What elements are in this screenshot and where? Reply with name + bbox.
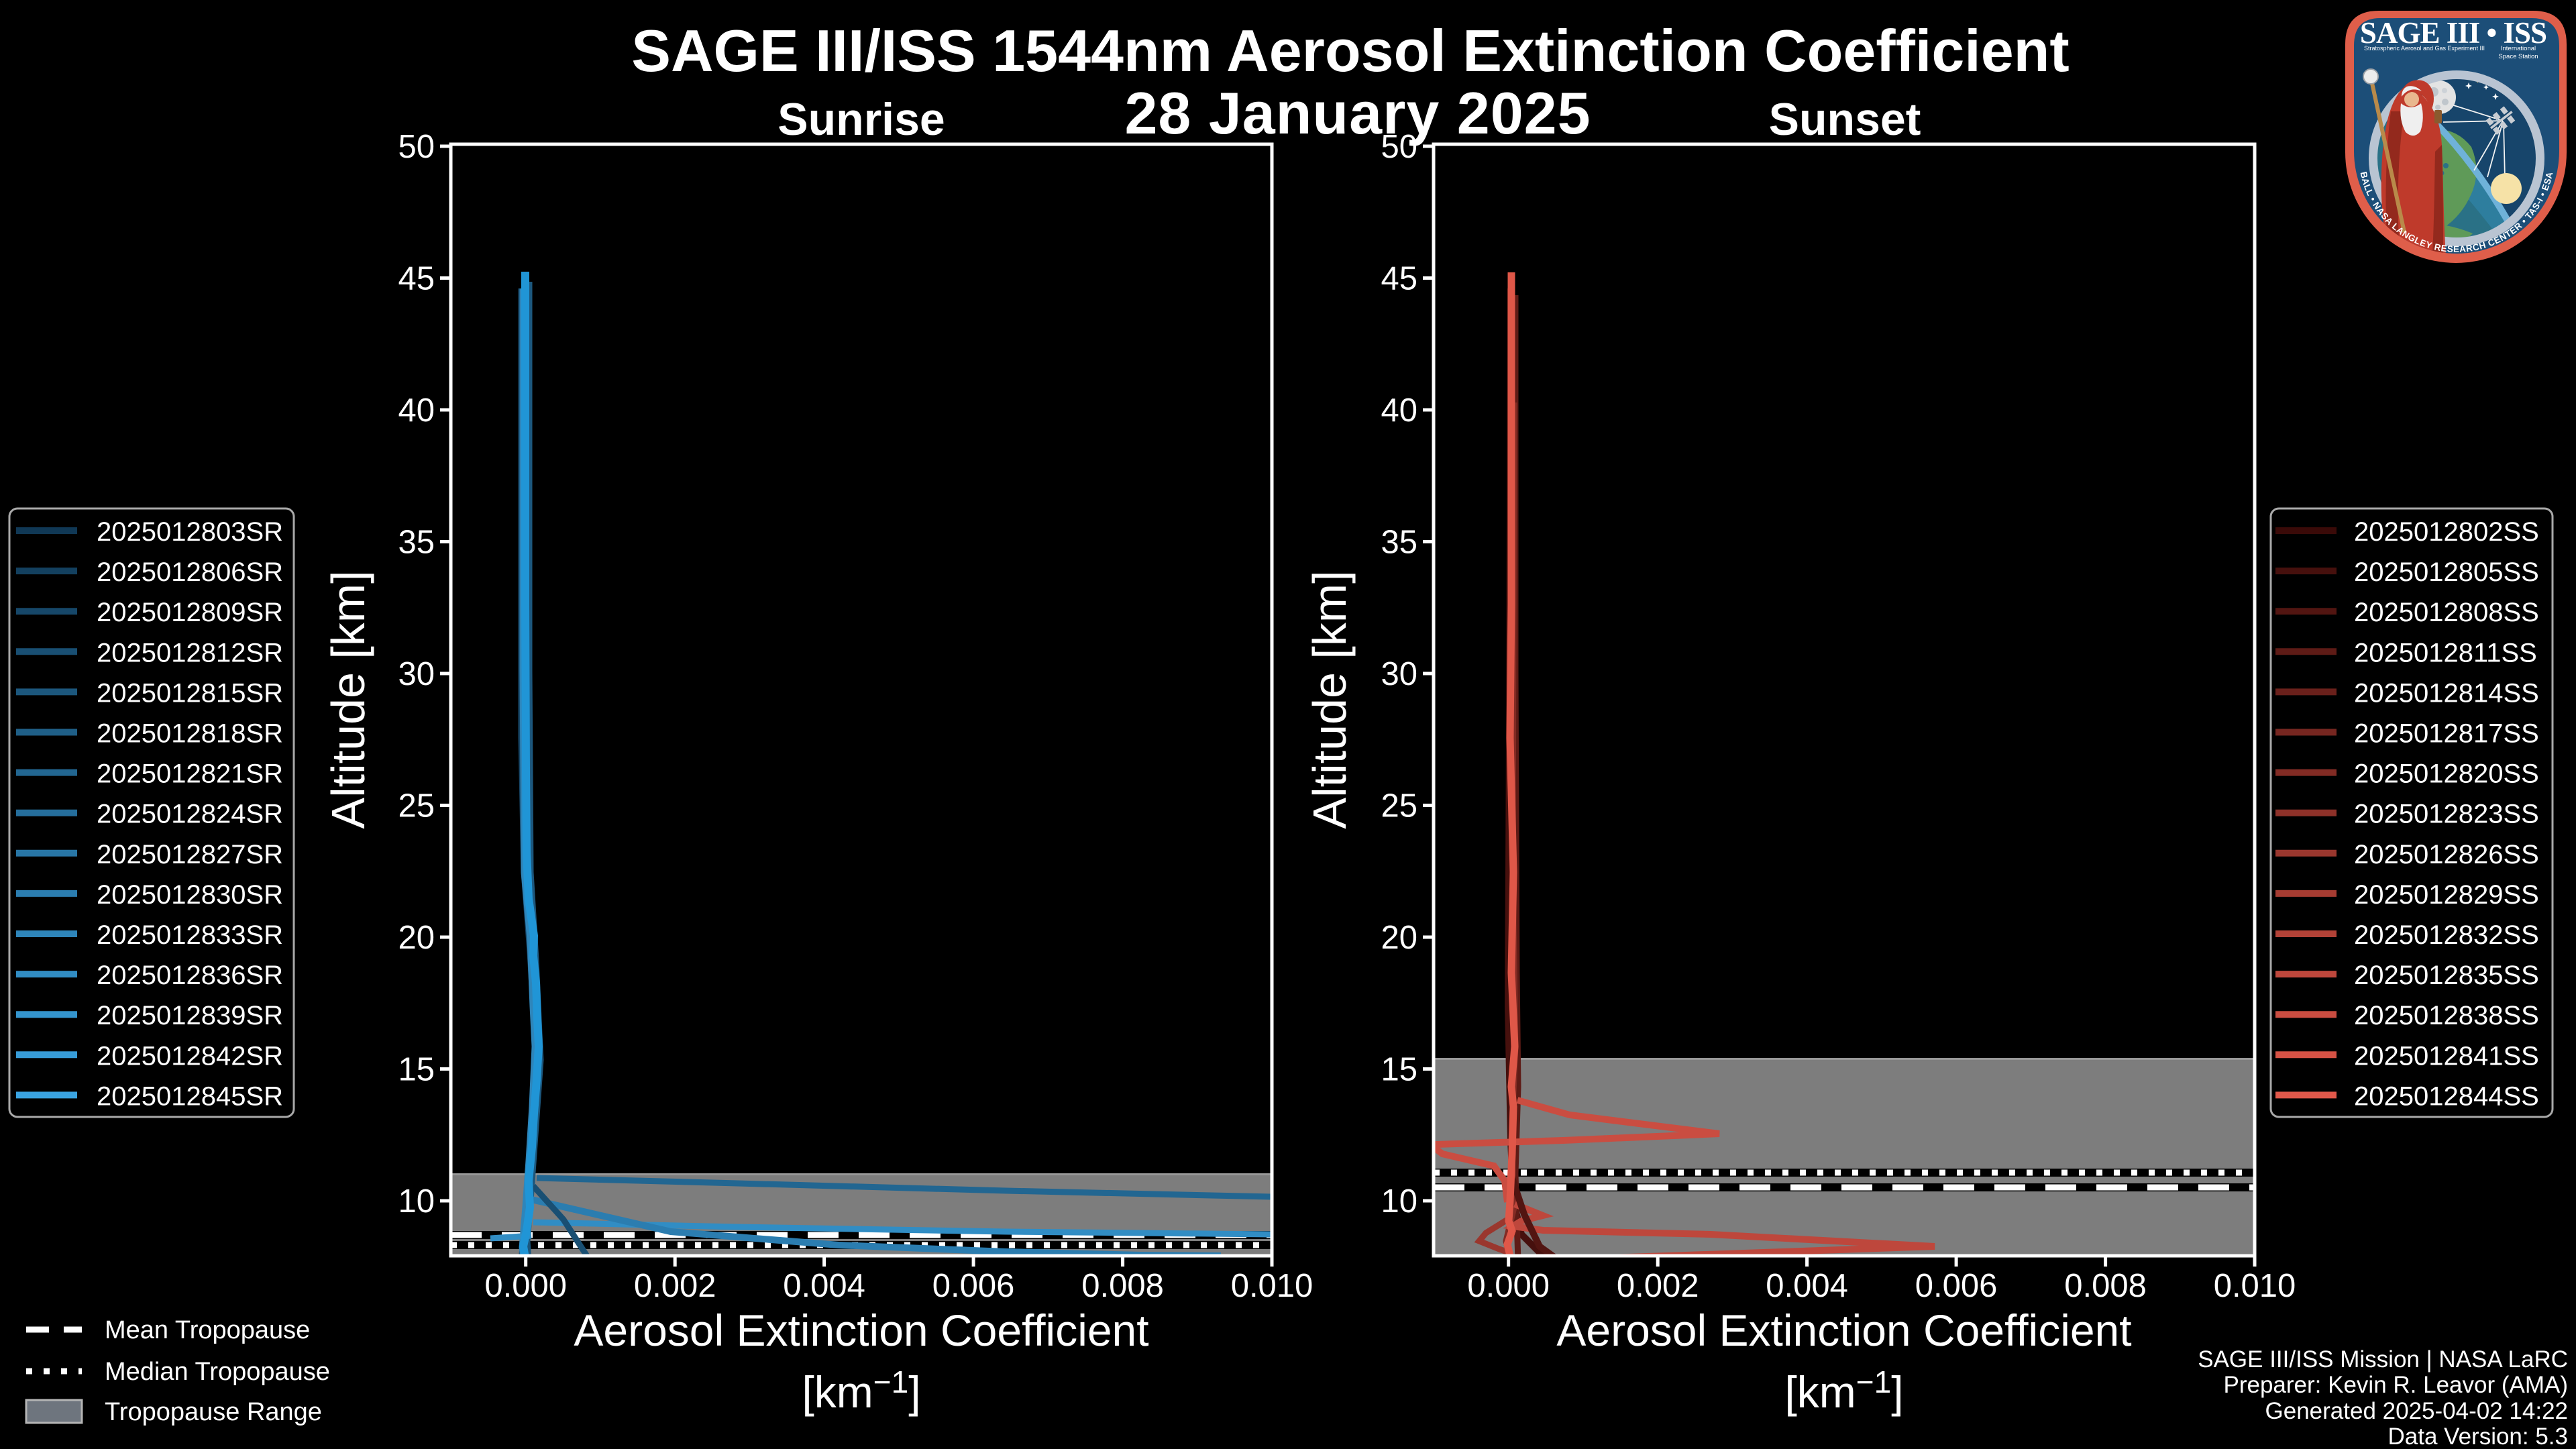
svg-text:20: 20 xyxy=(398,920,435,956)
svg-text:Stratospheric Aerosol and Gas: Stratospheric Aerosol and Gas Experiment… xyxy=(2364,45,2485,52)
svg-text:Mean Tropopause: Mean Tropopause xyxy=(105,1316,310,1344)
svg-text:10: 10 xyxy=(398,1183,435,1220)
svg-text:SAGE III/ISS 1544nm Aerosol Ex: SAGE III/ISS 1544nm Aerosol Extinction C… xyxy=(631,17,2069,84)
svg-text:2025012826SS: 2025012826SS xyxy=(2354,840,2539,869)
svg-text:10: 10 xyxy=(1381,1183,1417,1220)
svg-text:Altitude [km]: Altitude [km] xyxy=(322,570,374,828)
svg-text:2025012833SR: 2025012833SR xyxy=(97,920,283,950)
svg-text:2025012835SS: 2025012835SS xyxy=(2354,961,2539,990)
svg-text:30: 30 xyxy=(1381,656,1417,692)
svg-text:0.002: 0.002 xyxy=(634,1268,716,1304)
svg-text:2025012827SR: 2025012827SR xyxy=(97,840,283,869)
svg-text:2025012808SS: 2025012808SS xyxy=(2354,598,2539,627)
svg-text:0.010: 0.010 xyxy=(1231,1268,1313,1304)
svg-text:2025012845SR: 2025012845SR xyxy=(97,1081,283,1111)
svg-text:40: 40 xyxy=(1381,392,1417,429)
svg-text:2025012809SR: 2025012809SR xyxy=(97,598,283,627)
svg-text:0.004: 0.004 xyxy=(783,1268,865,1304)
svg-text:50: 50 xyxy=(398,129,435,165)
svg-text:Sunset: Sunset xyxy=(1769,94,1921,145)
svg-text:0.004: 0.004 xyxy=(1766,1268,1848,1304)
svg-text:35: 35 xyxy=(398,525,435,561)
svg-text:2025012806SR: 2025012806SR xyxy=(97,557,283,587)
svg-text:2025012812SR: 2025012812SR xyxy=(97,638,283,667)
svg-text:2025012821SR: 2025012821SR xyxy=(97,759,283,789)
svg-text:0.006: 0.006 xyxy=(1915,1268,1998,1304)
svg-text:Sunrise: Sunrise xyxy=(777,94,945,145)
svg-text:Space Station: Space Station xyxy=(2498,53,2538,60)
svg-text:2025012841SS: 2025012841SS xyxy=(2354,1041,2539,1071)
svg-text:30: 30 xyxy=(398,656,435,692)
svg-text:2025012839SR: 2025012839SR xyxy=(97,1001,283,1030)
svg-text:Altitude [km]: Altitude [km] xyxy=(1303,570,1356,828)
svg-text:2025012823SS: 2025012823SS xyxy=(2354,800,2539,829)
svg-text:2025012811SS: 2025012811SS xyxy=(2354,638,2537,667)
svg-text:15: 15 xyxy=(398,1052,435,1088)
svg-text:[km−1]: [km−1] xyxy=(1784,1364,1903,1417)
svg-text:2025012817SS: 2025012817SS xyxy=(2354,719,2539,749)
svg-text:2025012832SS: 2025012832SS xyxy=(2354,920,2539,950)
svg-text:2025012829SS: 2025012829SS xyxy=(2354,880,2539,910)
svg-text:Data Version: 5.3: Data Version: 5.3 xyxy=(2388,1424,2569,1449)
svg-text:2025012842SR: 2025012842SR xyxy=(97,1041,283,1071)
svg-text:2025012820SS: 2025012820SS xyxy=(2354,759,2539,789)
svg-text:0.008: 0.008 xyxy=(2064,1268,2147,1304)
svg-text:0.006: 0.006 xyxy=(932,1268,1015,1304)
svg-text:2025012814SS: 2025012814SS xyxy=(2354,678,2539,708)
svg-text:Median Tropopause: Median Tropopause xyxy=(105,1358,330,1386)
svg-text:0.008: 0.008 xyxy=(1081,1268,1164,1304)
svg-text:International: International xyxy=(2501,45,2536,52)
svg-text:2025012802SS: 2025012802SS xyxy=(2354,517,2539,547)
svg-text:0.000: 0.000 xyxy=(484,1268,567,1304)
svg-text:2025012818SR: 2025012818SR xyxy=(97,719,283,749)
svg-text:Aerosol Extinction Coefficient: Aerosol Extinction Coefficient xyxy=(574,1305,1148,1355)
svg-text:2025012836SR: 2025012836SR xyxy=(97,961,283,990)
svg-text:2025012805SS: 2025012805SS xyxy=(2354,557,2539,587)
svg-text:Generated 2025-04-02 14:22: Generated 2025-04-02 14:22 xyxy=(2265,1398,2568,1424)
svg-text:28 January 2025: 28 January 2025 xyxy=(1124,80,1591,146)
svg-text:45: 45 xyxy=(1381,261,1417,297)
svg-text:2025012830SR: 2025012830SR xyxy=(97,880,283,910)
svg-text:20: 20 xyxy=(1381,920,1417,956)
svg-text:SAGE III/ISS Mission | NASA La: SAGE III/ISS Mission | NASA LaRC xyxy=(2198,1346,2568,1373)
svg-text:50: 50 xyxy=(1381,129,1417,165)
svg-text:Preparer: Kevin R. Leavor (AMA: Preparer: Kevin R. Leavor (AMA) xyxy=(2223,1372,2568,1398)
svg-text:2025012838SS: 2025012838SS xyxy=(2354,1001,2539,1030)
svg-text:2025012815SR: 2025012815SR xyxy=(97,678,283,708)
svg-text:Tropopause Range: Tropopause Range xyxy=(105,1398,322,1426)
svg-text:Aerosol Extinction Coefficient: Aerosol Extinction Coefficient xyxy=(1556,1305,2131,1355)
svg-text:2025012844SS: 2025012844SS xyxy=(2354,1081,2539,1111)
svg-text:0.002: 0.002 xyxy=(1617,1268,1699,1304)
svg-text:25: 25 xyxy=(1381,788,1417,824)
svg-text:2025012803SR: 2025012803SR xyxy=(97,517,283,547)
svg-text:0.010: 0.010 xyxy=(2214,1268,2296,1304)
svg-text:25: 25 xyxy=(398,788,435,824)
svg-text:0.000: 0.000 xyxy=(1467,1268,1550,1304)
svg-text:45: 45 xyxy=(398,261,435,297)
svg-text:2025012824SR: 2025012824SR xyxy=(97,800,283,829)
svg-text:SAGE III • ISS: SAGE III • ISS xyxy=(2360,16,2546,50)
svg-text:15: 15 xyxy=(1381,1052,1417,1088)
svg-text:35: 35 xyxy=(1381,525,1417,561)
svg-text:40: 40 xyxy=(398,392,435,429)
